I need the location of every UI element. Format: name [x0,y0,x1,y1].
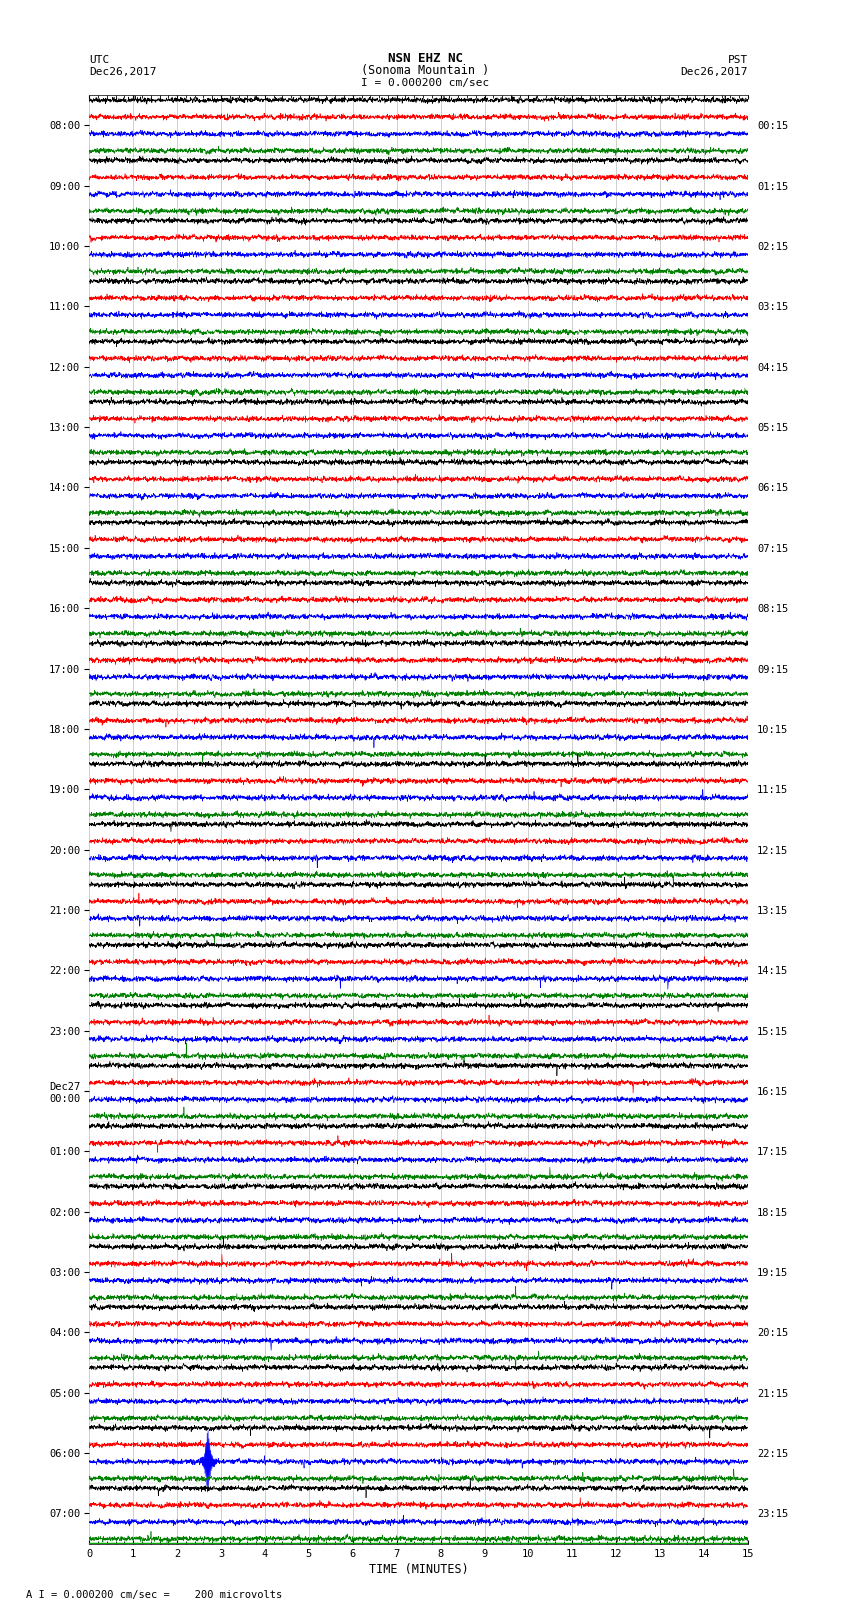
X-axis label: TIME (MINUTES): TIME (MINUTES) [369,1563,468,1576]
Text: UTC: UTC [89,55,110,65]
Text: A I = 0.000200 cm/sec =    200 microvolts: A I = 0.000200 cm/sec = 200 microvolts [26,1590,281,1600]
Text: PST: PST [728,55,748,65]
Text: NSN EHZ NC: NSN EHZ NC [388,52,462,65]
Text: I = 0.000200 cm/sec: I = 0.000200 cm/sec [361,77,489,87]
Text: (Sonoma Mountain ): (Sonoma Mountain ) [361,63,489,77]
Text: Dec26,2017: Dec26,2017 [89,66,156,77]
Text: Dec26,2017: Dec26,2017 [681,66,748,77]
